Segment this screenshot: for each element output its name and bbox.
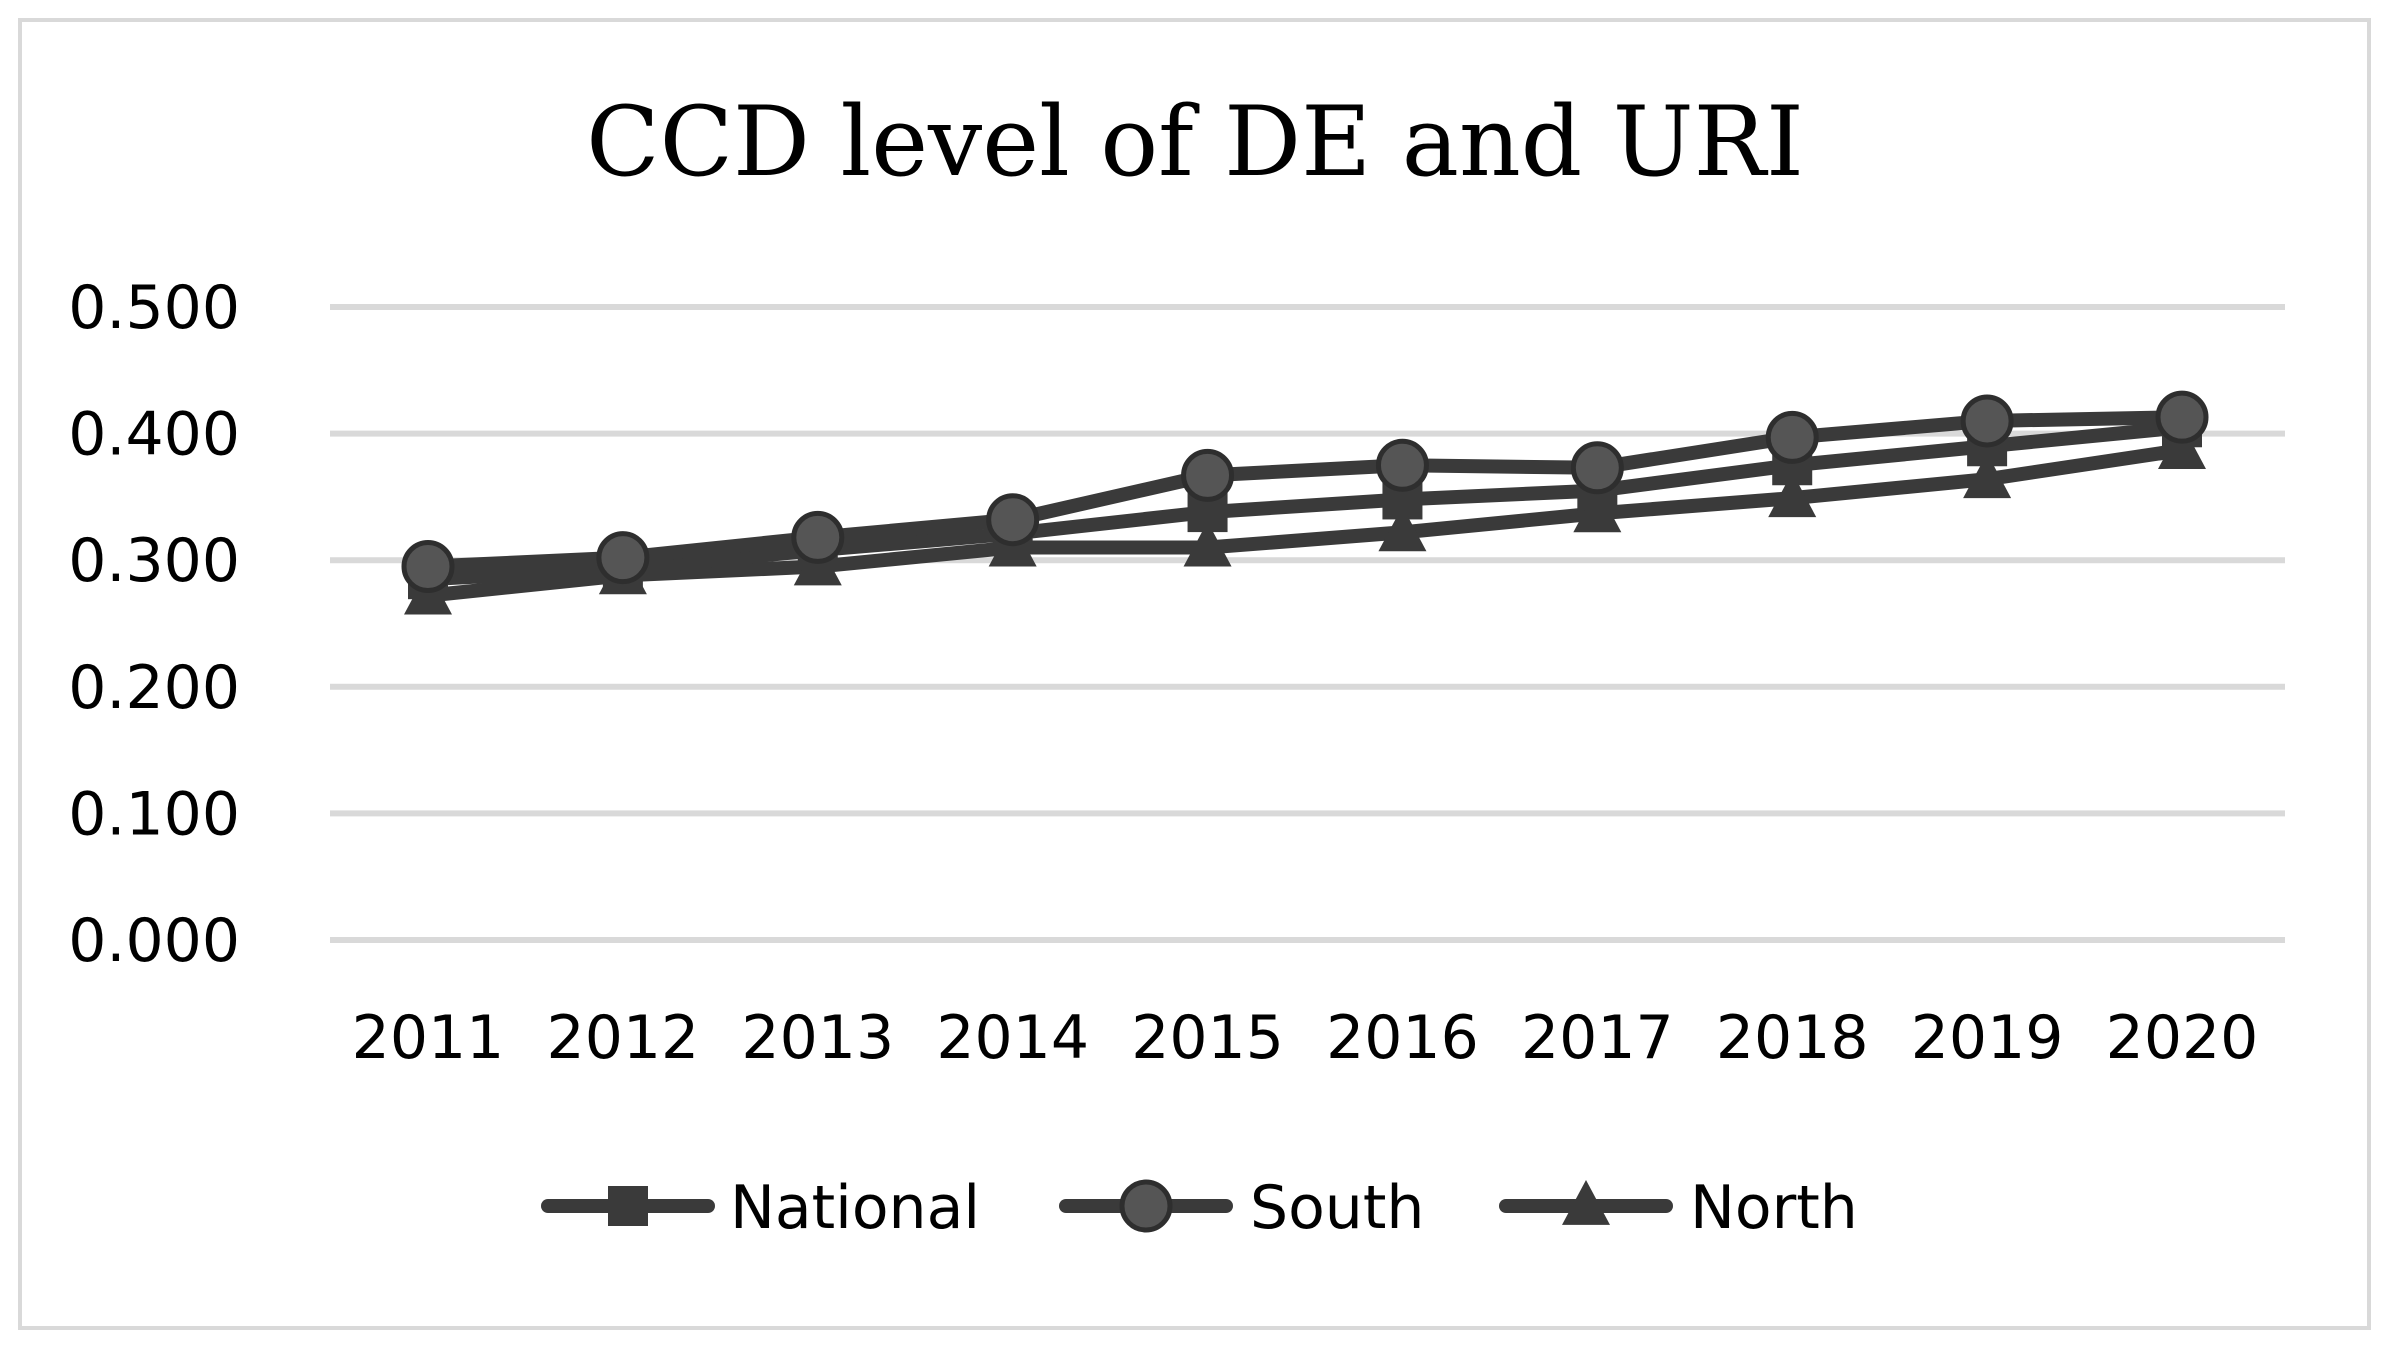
legend-marker-circle-icon (1119, 1179, 1173, 1233)
data-point-north (1378, 506, 1427, 552)
series-line-national (421, 420, 2189, 587)
legend-item-south: South (1059, 1173, 1424, 1243)
y-tick-label: 0.300 (68, 526, 240, 596)
legend-item-north: North (1499, 1173, 1858, 1243)
y-tick-label: 0.100 (68, 779, 240, 849)
x-tick-label: 2017 (1521, 1003, 1674, 1073)
legend-marker-triangle-icon (1562, 1179, 1610, 1225)
data-point-north (1963, 453, 2012, 499)
data-point-south (1181, 448, 1235, 502)
gridlines (330, 304, 2285, 943)
x-tick-label: 2015 (1131, 1003, 1284, 1073)
y-tick-label: 0.400 (68, 400, 240, 470)
y-tick-label: 0.500 (68, 273, 240, 343)
series-south (401, 390, 2209, 594)
data-point-south (1765, 410, 1819, 464)
y-tick-label: 0.200 (68, 653, 240, 723)
x-tick-label: 2011 (352, 1003, 505, 1073)
chart-title: CCD level of DE and URI (586, 86, 1804, 198)
data-point-south (401, 540, 455, 594)
x-axis-ticks: 2011 2012 2013 2014 2015 2016 2017 2018 2019 2020 (352, 1003, 2259, 1073)
x-tick-label: 2018 (1716, 1003, 1869, 1073)
y-axis-ticks: 0.000 0.100 0.200 0.300 0.400 0.500 (68, 273, 240, 976)
legend-label: North (1690, 1173, 1858, 1243)
x-tick-label: 2013 (741, 1003, 894, 1073)
y-tick-label: 0.000 (68, 906, 240, 976)
data-point-south (791, 510, 845, 564)
x-tick-label: 2020 (2106, 1003, 2259, 1073)
x-tick-label: 2016 (1326, 1003, 1479, 1073)
legend-marker-square-icon (608, 1186, 648, 1226)
data-point-south (1375, 438, 1429, 492)
series-line-south (421, 410, 2189, 574)
series-lines (401, 390, 2209, 615)
data-point-south (2155, 390, 2209, 444)
legend-label: National (730, 1173, 980, 1243)
data-point-south (596, 531, 650, 585)
chart-frame (18, 18, 2371, 1330)
legend-item-national: National (541, 1173, 980, 1243)
data-point-south (1570, 441, 1624, 495)
data-point-south (1960, 394, 2014, 448)
series-line-north (421, 443, 2189, 603)
data-point-north (1183, 521, 1232, 567)
x-tick-label: 2012 (547, 1003, 700, 1073)
legend: National South North (541, 1173, 1858, 1243)
x-tick-label: 2014 (936, 1003, 1089, 1073)
data-point-north (1768, 472, 1817, 518)
legend-label: South (1250, 1173, 1424, 1243)
data-point-south (986, 493, 1040, 547)
x-tick-label: 2019 (1911, 1003, 2064, 1073)
